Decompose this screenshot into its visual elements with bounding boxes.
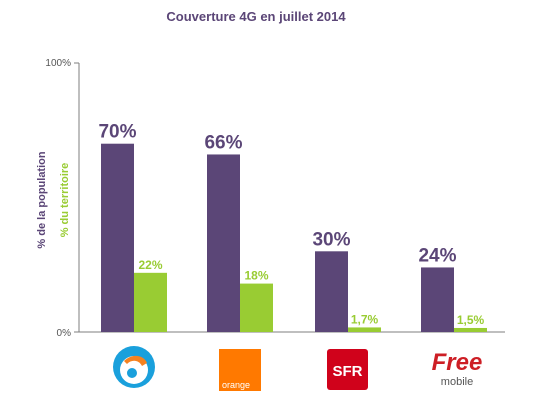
free-logo-text: Free — [432, 349, 483, 376]
y-tick-label-top: 100% — [45, 58, 71, 69]
y-axis-label-population: % de la population — [36, 151, 48, 248]
free-mobile-logo: Free mobile — [432, 349, 483, 388]
data-label-territoire-1: 18% — [244, 269, 268, 283]
bar-population-1 — [207, 154, 240, 332]
bar-population-3 — [421, 267, 454, 332]
orange-logo: orange — [219, 349, 261, 391]
free-logo-subtext: mobile — [441, 376, 473, 388]
chart-title: Couverture 4G en juillet 2014 — [166, 9, 346, 24]
orange-logo-square — [219, 349, 261, 391]
bouygues-telecom-logo — [113, 346, 155, 388]
data-label-territoire-3: 1,5% — [457, 313, 485, 327]
data-label-population-2: 30% — [312, 229, 350, 250]
bar-population-0 — [101, 143, 134, 332]
bar-territoire-0 — [134, 272, 167, 332]
y-tick-label-bottom: 0% — [57, 328, 72, 339]
data-label-territoire-2: 1,7% — [351, 312, 379, 326]
bar-territoire-2 — [348, 327, 381, 332]
sfr-logo-square — [327, 349, 368, 390]
bar-territoire-1 — [240, 283, 273, 332]
bouygues-logo-dot — [127, 368, 137, 378]
sfr-logo-text: SFR — [333, 363, 363, 380]
data-label-population-0: 70% — [98, 122, 136, 143]
data-label-population-1: 66% — [204, 132, 242, 153]
bar-territoire-3 — [454, 327, 487, 332]
bar-labels: 70% 22% 66% 18% 30% 1,7% 24% 1,5% — [98, 122, 484, 327]
orange-logo-text: orange — [222, 380, 250, 390]
data-label-territoire-0: 22% — [138, 258, 162, 272]
sfr-logo: SFR — [327, 349, 368, 390]
data-label-population-3: 24% — [418, 245, 456, 266]
bouygues-logo-swoosh — [124, 355, 147, 366]
bars — [101, 143, 487, 332]
bar-population-2 — [315, 251, 348, 332]
y-axis-label-territoire: % du territoire — [59, 163, 71, 238]
